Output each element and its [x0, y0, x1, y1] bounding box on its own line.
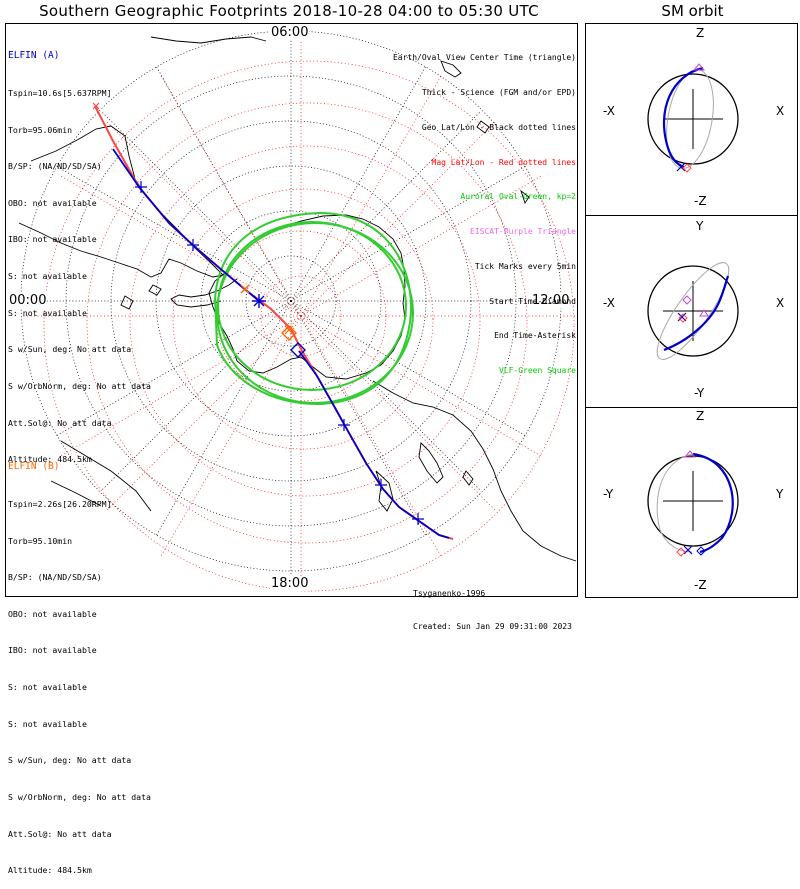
elfin-b-line: S w/OrbNorm, deg: No att data — [8, 791, 151, 802]
elfin-b-line: OBO: not available — [8, 608, 97, 619]
start-diamond — [290, 342, 306, 358]
legend-item: Earth/Oval View Center Time (triangle) — [392, 53, 576, 63]
south-america-coast — [18, 125, 224, 278]
legend-item: Geo Lat/Lon - Black dotted lines — [421, 122, 576, 132]
elfin-b-line: Torb=95.10min — [8, 535, 73, 546]
elfin-b-info: ELFIN (B) Tspin=2.26s[26.20RPM] Torb=95.… — [8, 437, 151, 889]
orbit-yz-top: Z — [696, 409, 705, 423]
legend-item: Mag Lat/Lon - Red dotted lines — [431, 157, 577, 167]
legend-item: VLF-Green Square — [498, 366, 576, 376]
legend-item: End Time-Asterisk — [494, 331, 576, 341]
map-legend: Earth/Oval View Center Time (triangle) T… — [393, 29, 576, 388]
hour-label-right: 12:00 — [531, 293, 571, 308]
orbit-xy-left: -X — [603, 296, 615, 310]
model-credit: Tsyganenko-1996 — [413, 589, 486, 598]
orbit-panel-xy — [585, 215, 798, 408]
elfin-a-line: S: not available — [8, 307, 87, 318]
legend-item: Tick Marks every 5min — [474, 261, 576, 271]
elfin-b-line: B/SP: (NA/ND/SD/SA) — [8, 572, 102, 583]
legend-item: Auroral Oval-Green, kp=2 — [460, 192, 576, 202]
elfin-a-line: S w/OrbNorm, deg: No att data — [8, 380, 151, 391]
australia-coast — [372, 380, 577, 562]
orbit-yz-left: -Y — [603, 487, 614, 501]
orbit-xy-right: X — [776, 296, 785, 310]
orbit-yz-bottom: -Z — [694, 578, 707, 592]
legend-item: Start Time-Diamond — [489, 296, 576, 306]
hour-label-top: 06:00 — [270, 25, 310, 40]
elfin-b-line: S: not available — [8, 682, 87, 693]
orbit-panel-yz — [585, 407, 798, 598]
elfin-a-line: S w/Sun, deg: No att data — [8, 344, 132, 355]
orbit-xy-top: Y — [696, 219, 704, 233]
orbit-xz-top: Z — [696, 26, 705, 40]
elfin-a-line: B/SP: (NA/ND/SD/SA) — [8, 161, 102, 172]
orbit-panel-xz — [585, 23, 798, 216]
auroral-oval — [213, 211, 414, 406]
orbit-xz-left: -X — [603, 104, 615, 118]
elfin-a-info: ELFIN (A) Tspin=10.6s[5.637RPM] Torb=95.… — [8, 26, 151, 478]
orbit-xy-bottom: -Y — [694, 386, 705, 400]
elfin-b-line: IBO: not available — [8, 645, 97, 656]
orbit-yz-right: Y — [776, 487, 784, 501]
antarctica-coast — [208, 214, 406, 380]
peninsula-coast — [170, 278, 238, 308]
elfin-a-line: IBO: not available — [8, 234, 97, 245]
elfin-b-line: S: not available — [8, 718, 87, 729]
elfin-b-header: ELFIN (B) — [8, 461, 60, 473]
created-credit: Created: Sun Jan 29 09:31:00 2023 — [413, 622, 572, 631]
hour-label-bottom: 18:00 — [270, 576, 310, 591]
map-title: Southern Geographic Footprints 2018-10-2… — [39, 2, 539, 20]
legend-item: EISCAT-Purple Triangle — [470, 227, 576, 237]
orbit-xz-right: X — [776, 104, 785, 118]
elfin-a-line: OBO: not available — [8, 197, 97, 208]
elfin-b-line: Tspin=2.26s[26.20RPM] — [8, 499, 112, 510]
credits: Tsyganenko-1996 Created: Sun Jan 29 09:3… — [413, 566, 572, 643]
elfin-a-header: ELFIN (A) — [8, 50, 60, 62]
elfin-b-line: Altitude: 484.5km — [8, 865, 92, 876]
orbit-title: SM orbit — [661, 2, 724, 20]
elfin-b-line: Att.Sol@: No att data — [8, 828, 112, 839]
elfin-a-line: Tspin=10.6s[5.637RPM] — [8, 88, 112, 99]
orbit-track — [92, 102, 454, 540]
elfin-a-line: S: not available — [8, 271, 87, 282]
mag-grid — [21, 36, 576, 592]
hour-label-left: 00:00 — [8, 293, 48, 308]
elfin-a-line: Altitude: 484.5km — [8, 454, 92, 465]
orbit-xz-bottom: -Z — [694, 194, 707, 208]
elfin-b-line: S w/Sun, deg: No att data — [8, 755, 132, 766]
end-asterisk — [252, 294, 266, 308]
elfin-a-line: Torb=95.06min — [8, 124, 73, 135]
africa-coast — [150, 36, 267, 44]
elfin-a-line: Att.Sol@: No att data — [8, 417, 112, 428]
legend-item: Thick - Science (FGM and/or EPD) — [421, 87, 576, 97]
